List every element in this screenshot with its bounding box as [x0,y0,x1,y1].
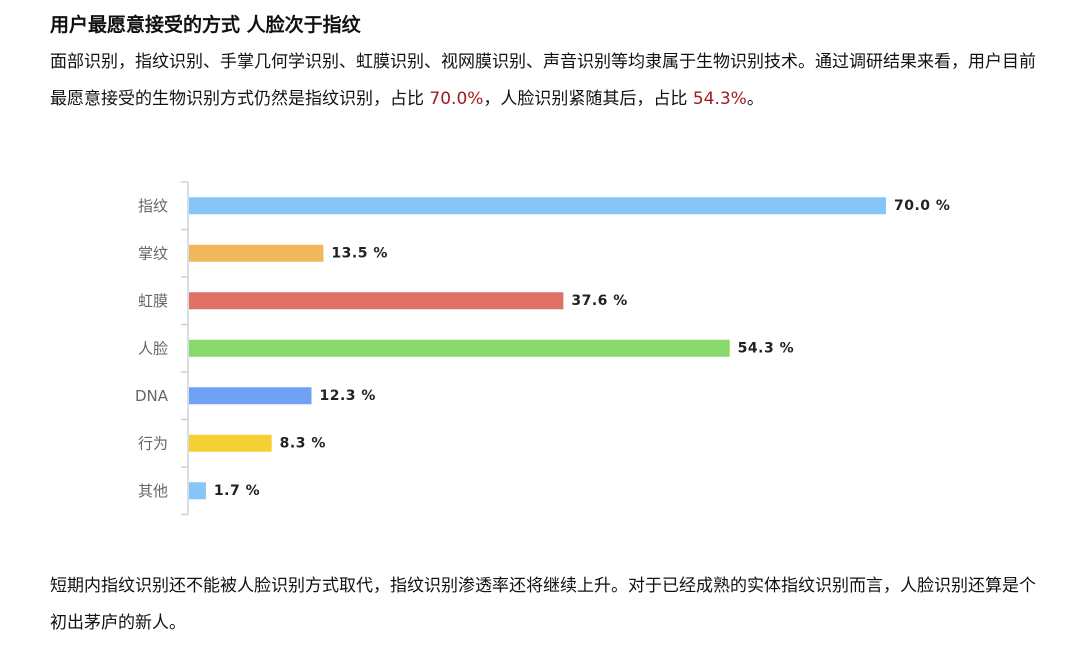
fingerprint-share-highlight: 70.0% [429,89,484,109]
category-label: 虹膜 [138,292,168,310]
bar-value-label: 12.3 % [319,388,375,404]
bar-value-label: 8.3 % [280,435,326,451]
category-label: 其他 [138,482,168,500]
conclusion-paragraph: 短期内指纹识别还不能被人脸识别方式取代，指纹识别渗透率还将继续上升。对于已经成熟… [50,576,1036,633]
category-label: 行为 [138,434,168,452]
bar [189,292,564,310]
intro-text-3: 。 [746,89,764,109]
bar-value-label: 54.3 % [738,340,794,356]
biometric-bar-chart: 指纹 70.0 % 掌纹 13.5 % 虹膜 37.6 % 人脸 54.3 % DNA 12.3 … [135,181,950,516]
bar-value-label: 13.5 % [331,245,387,261]
intro-text-1: 面部识别，指纹识别、手掌几何学识别、虹膜识别、视网膜识别、声音识别等均隶属于生物… [50,52,1036,109]
category-label: 指纹 [138,197,168,215]
category-label: 掌纹 [138,244,168,262]
bar [189,339,730,357]
intro-paragraph: 面部识别，指纹识别、手掌几何学识别、虹膜识别、视网膜识别、声音识别等均隶属于生物… [50,44,1040,118]
bar-value-label: 37.6 % [571,293,627,309]
category-label: DNA [135,387,169,405]
bar [189,387,312,405]
bar [189,434,272,452]
face-share-highlight: 54.3% [692,89,747,109]
bar [189,197,886,215]
page-title: 用户最愿意接受的方式 人脸次于指纹 [50,14,361,36]
bar-value-label: 70.0 % [894,198,950,214]
bar-value-label: 1.7 % [214,483,260,499]
bar [189,482,206,500]
bar [189,244,324,262]
intro-text-2: ，人脸识别紧随其后，占比 [483,89,693,109]
category-label: 人脸 [138,339,168,357]
